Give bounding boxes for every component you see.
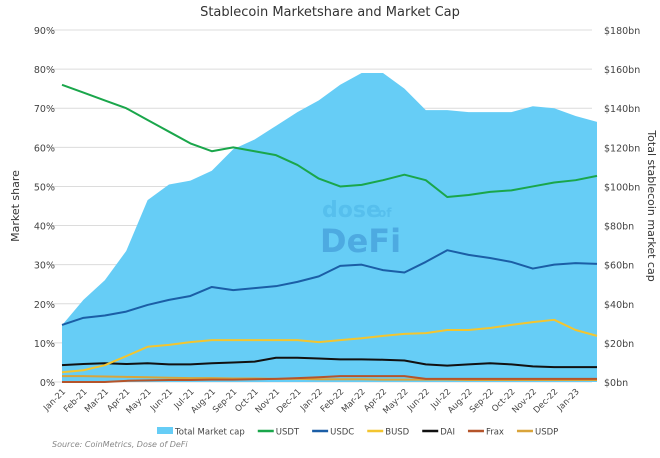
x-tick-label: Sep-22 bbox=[468, 387, 496, 415]
x-tick-label: Jan-23 bbox=[555, 387, 582, 414]
line-usdp bbox=[62, 375, 597, 382]
area-total-market-cap bbox=[62, 73, 597, 383]
x-tick-label: Mar-22 bbox=[340, 387, 368, 415]
y-tick-label: 90% bbox=[34, 26, 55, 37]
line-frax bbox=[62, 375, 597, 383]
y-tick-label: 20% bbox=[34, 300, 55, 311]
x-tick-label: Jun-22 bbox=[405, 387, 432, 414]
legend-label: USDT bbox=[276, 428, 300, 438]
y2-axis-label: Total stablecoin market cap bbox=[645, 129, 658, 281]
x-ticks: Jan-21Feb-21Mar-21Apr-21May-21Jun-21Jul-… bbox=[41, 387, 581, 416]
legend: Total Market cap USDT USDC BUSD DAI Frax USDP bbox=[157, 427, 558, 438]
legend-label: USDC bbox=[330, 428, 354, 438]
y-tick-label: 80% bbox=[34, 65, 55, 76]
legend-item-usdc: USDC bbox=[312, 428, 354, 438]
legend-item-usdt: USDT bbox=[257, 428, 300, 438]
y2-tick-label: $20bn bbox=[604, 339, 634, 350]
y2-tick-label: $140bn bbox=[604, 104, 640, 115]
lines-layer bbox=[61, 83, 598, 383]
legend-label: Total Market cap bbox=[174, 428, 245, 438]
line-usdt bbox=[61, 83, 598, 199]
legend-swatch bbox=[157, 427, 173, 434]
legend-label: DAI bbox=[440, 428, 455, 438]
x-tick-label: Sep-21 bbox=[211, 387, 239, 415]
y-axis-label: Market share bbox=[9, 170, 22, 242]
svg-text:dose: dose bbox=[322, 198, 381, 223]
y2-tick-label: $180bn bbox=[604, 26, 640, 37]
legend-item-total-market-cap: Total Market cap bbox=[157, 427, 245, 438]
y-tick-label: 40% bbox=[34, 222, 55, 233]
source-note: Source: CoinMetrics, Dose of DeFi bbox=[52, 440, 188, 449]
legend-item-dai: DAI bbox=[422, 428, 455, 438]
area-layer bbox=[62, 73, 597, 383]
y-tick-label: 0% bbox=[40, 378, 55, 389]
y-tick-label: 30% bbox=[34, 261, 55, 272]
y-tick-label: 50% bbox=[34, 182, 55, 193]
y2-tick-label: $120bn bbox=[604, 143, 640, 154]
logo-watermark: dose of DeFi bbox=[320, 198, 401, 260]
legend-item-usdp: USDP bbox=[516, 428, 558, 438]
legend-item-busd: BUSD bbox=[367, 428, 410, 438]
line-dai bbox=[61, 356, 597, 369]
legend-label: USDP bbox=[535, 428, 558, 438]
x-tick-label: Jun-21 bbox=[148, 387, 175, 414]
legend-label: BUSD bbox=[385, 428, 409, 438]
legend-label: Frax bbox=[486, 428, 504, 438]
y-tick-label: 10% bbox=[34, 339, 55, 350]
y2-tick-label: $100bn bbox=[604, 182, 640, 193]
y-ticks: 0% $0bn 10% $20bn 20% $40bn 30% $60bn 40% $80bn 50… bbox=[34, 26, 640, 389]
x-tick-label: Mar-21 bbox=[83, 387, 111, 415]
y-tick-label: 70% bbox=[34, 104, 55, 115]
svg-text:of: of bbox=[378, 206, 392, 220]
svg-text:DeFi: DeFi bbox=[320, 222, 401, 260]
y2-tick-label: $160bn bbox=[604, 65, 640, 76]
chart-title: Stablecoin Marketshare and Market Cap bbox=[200, 5, 460, 20]
y2-tick-label: $60bn bbox=[604, 261, 634, 272]
line-usdc bbox=[61, 249, 598, 326]
y2-tick-label: $0bn bbox=[604, 378, 628, 389]
y-tick-label: 60% bbox=[34, 143, 55, 154]
y2-tick-label: $80bn bbox=[604, 222, 634, 233]
line-busd bbox=[61, 318, 598, 374]
legend-item-frax: Frax bbox=[467, 428, 504, 438]
y2-tick-label: $40bn bbox=[604, 300, 634, 311]
